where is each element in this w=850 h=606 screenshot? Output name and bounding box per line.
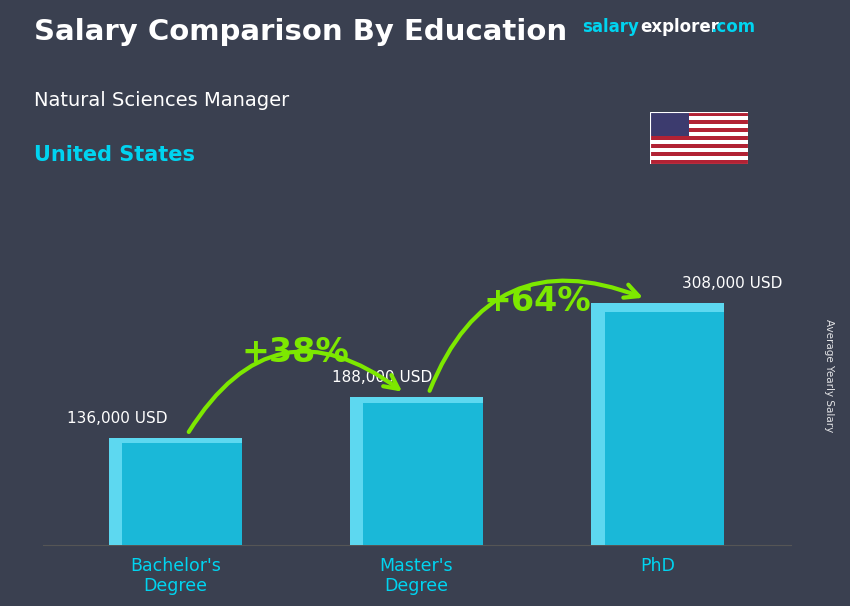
Bar (592, 303, 604, 545)
Bar (650, 112, 748, 116)
Bar (592, 303, 724, 545)
Bar (650, 140, 748, 144)
Bar (350, 398, 483, 403)
Bar (650, 144, 748, 148)
Text: +38%: +38% (242, 336, 349, 369)
Text: Natural Sciences Manager: Natural Sciences Manager (34, 91, 289, 110)
Text: .com: .com (710, 18, 755, 36)
Text: Salary Comparison By Education: Salary Comparison By Education (34, 18, 567, 46)
Bar (592, 303, 724, 313)
Text: 188,000 USD: 188,000 USD (332, 370, 433, 385)
Bar (650, 120, 748, 124)
Bar (650, 159, 748, 164)
Text: Average Yearly Salary: Average Yearly Salary (824, 319, 834, 432)
Bar (650, 124, 748, 128)
Bar (650, 156, 748, 159)
Text: United States: United States (34, 145, 195, 165)
Bar (650, 148, 748, 152)
Text: +64%: +64% (484, 285, 591, 318)
Bar (350, 398, 483, 545)
Bar (109, 438, 241, 442)
Bar (109, 438, 122, 545)
Bar (650, 136, 748, 140)
Bar (109, 438, 241, 545)
Bar (650, 112, 689, 136)
Bar (650, 132, 748, 136)
Text: 308,000 USD: 308,000 USD (682, 276, 782, 291)
Text: explorer: explorer (640, 18, 719, 36)
Bar (350, 398, 364, 545)
Bar (650, 152, 748, 156)
Bar (650, 128, 748, 132)
Text: 136,000 USD: 136,000 USD (66, 411, 167, 427)
Text: salary: salary (582, 18, 639, 36)
Bar (650, 116, 748, 120)
